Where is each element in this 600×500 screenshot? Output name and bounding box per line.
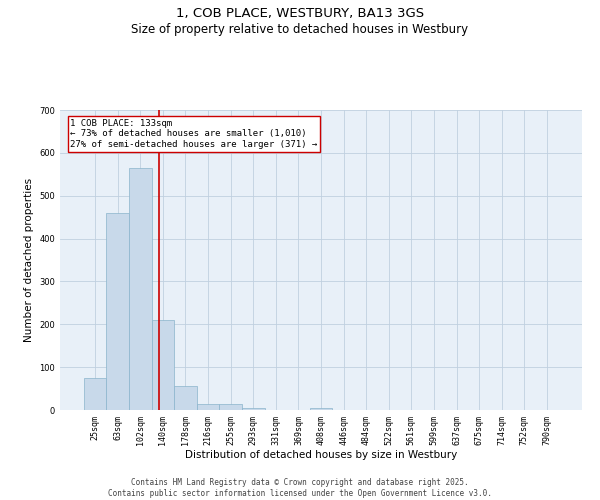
Bar [174,386,197,410]
Bar [197,404,220,410]
Bar [220,404,242,410]
X-axis label: Distribution of detached houses by size in Westbury: Distribution of detached houses by size … [185,450,457,460]
Bar [152,320,174,410]
Bar [129,168,152,410]
Y-axis label: Number of detached properties: Number of detached properties [24,178,34,342]
Text: Contains HM Land Registry data © Crown copyright and database right 2025.
Contai: Contains HM Land Registry data © Crown c… [108,478,492,498]
Bar [84,378,106,410]
Text: 1, COB PLACE, WESTBURY, BA13 3GS: 1, COB PLACE, WESTBURY, BA13 3GS [176,8,424,20]
Text: 1 COB PLACE: 133sqm
← 73% of detached houses are smaller (1,010)
27% of semi-det: 1 COB PLACE: 133sqm ← 73% of detached ho… [70,119,317,149]
Bar [106,213,129,410]
Text: Size of property relative to detached houses in Westbury: Size of property relative to detached ho… [131,22,469,36]
Bar [310,408,332,410]
Bar [242,408,265,410]
